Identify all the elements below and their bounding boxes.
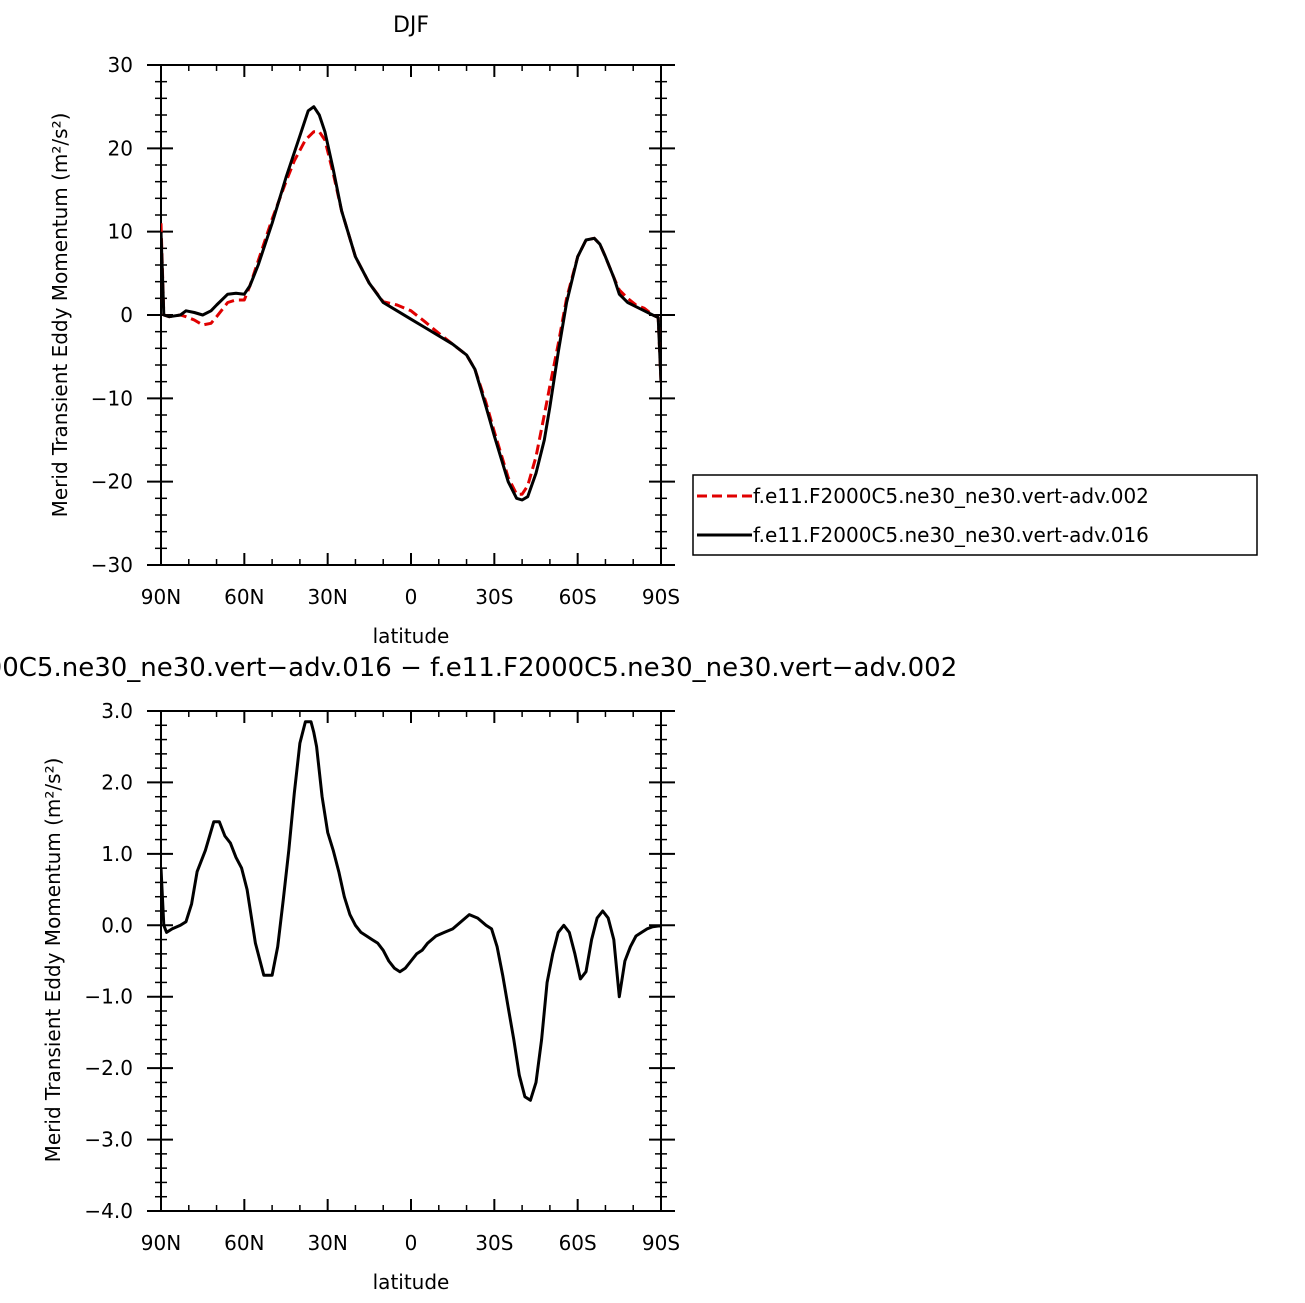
bottom-title: f.e11.F2000C5.ne30_ne30.vert−adv.016 − f… xyxy=(0,653,957,683)
legend-label-series-2: f.e11.F2000C5.ne30_ne30.vert-adv.016 xyxy=(753,523,1149,547)
top-xlabel: latitude xyxy=(373,624,450,648)
x-tick-label: 30N xyxy=(307,585,347,609)
bottom-plot-area: 90N 60N 30N 0 30S 60S 90S −4.0 −3.0 −2.0 −1.0 0.0 1.… xyxy=(84,699,680,1255)
y-tick-label: 3.0 xyxy=(101,699,133,723)
series-line-1 xyxy=(161,130,661,496)
y-tick-label: −3.0 xyxy=(84,1128,133,1152)
x-tick-label: 90S xyxy=(642,1231,680,1255)
x-tick-label: 60S xyxy=(559,585,597,609)
y-tick-label: 0 xyxy=(120,303,133,327)
x-tick-label: 90N xyxy=(141,585,181,609)
bottom-panel: f.e11.F2000C5.ne30_ne30.vert−adv.016 − f… xyxy=(0,653,957,1294)
series-line-1 xyxy=(161,720,661,1102)
y-tick-label: 10 xyxy=(108,220,133,244)
bottom-ylabel: Merid Transient Eddy Momentum (m²/s²) xyxy=(41,758,65,1163)
x-tick-label: 0 xyxy=(405,1231,418,1255)
y-tick-label: 2.0 xyxy=(101,770,133,794)
x-tick-label: 90N xyxy=(141,1231,181,1255)
y-tick-label: 0.0 xyxy=(101,913,133,937)
y-tick-label: −10 xyxy=(91,386,133,410)
y-tick-label: 20 xyxy=(108,136,133,160)
y-tick-label: 30 xyxy=(108,53,133,77)
top-plot-area: 90N 60N 30N 0 30S 60S 90S −30 −20 −10 0 10 20 30 xyxy=(91,53,680,609)
x-tick-label: 0 xyxy=(405,585,418,609)
top-panel: DJF 90N 60N 30N 0 30S 60S 90S−30−20−100102030 … xyxy=(48,13,1258,648)
x-tick-label: 60N xyxy=(224,585,264,609)
legend-label-series-1: f.e11.F2000C5.ne30_ne30.vert-adv.002 xyxy=(753,484,1149,508)
y-tick-label: −20 xyxy=(91,470,133,494)
x-tick-label: 30S xyxy=(475,1231,513,1255)
y-tick-label: −2.0 xyxy=(84,1056,133,1080)
x-tick-label: 60N xyxy=(224,1231,264,1255)
series-line-2 xyxy=(161,105,661,502)
top-legend: f.e11.F2000C5.ne30_ne30.vert-adv.002 f.e… xyxy=(692,474,1258,556)
legend-box xyxy=(692,474,1258,556)
bottom-xlabel: latitude xyxy=(373,1270,450,1294)
x-tick-label: 90S xyxy=(642,585,680,609)
top-ylabel: Merid Transient Eddy Momentum (m²/s²) xyxy=(48,113,72,518)
top-plot-frame xyxy=(160,64,662,566)
y-tick-label: −30 xyxy=(91,553,133,577)
y-tick-label: −1.0 xyxy=(84,985,133,1009)
y-tick-label: 1.0 xyxy=(101,842,133,866)
x-tick-label: 30S xyxy=(475,585,513,609)
top-title: DJF xyxy=(393,13,429,38)
y-tick-label: −4.0 xyxy=(84,1199,133,1223)
x-tick-label: 60S xyxy=(559,1231,597,1255)
x-tick-label: 30N xyxy=(307,1231,347,1255)
